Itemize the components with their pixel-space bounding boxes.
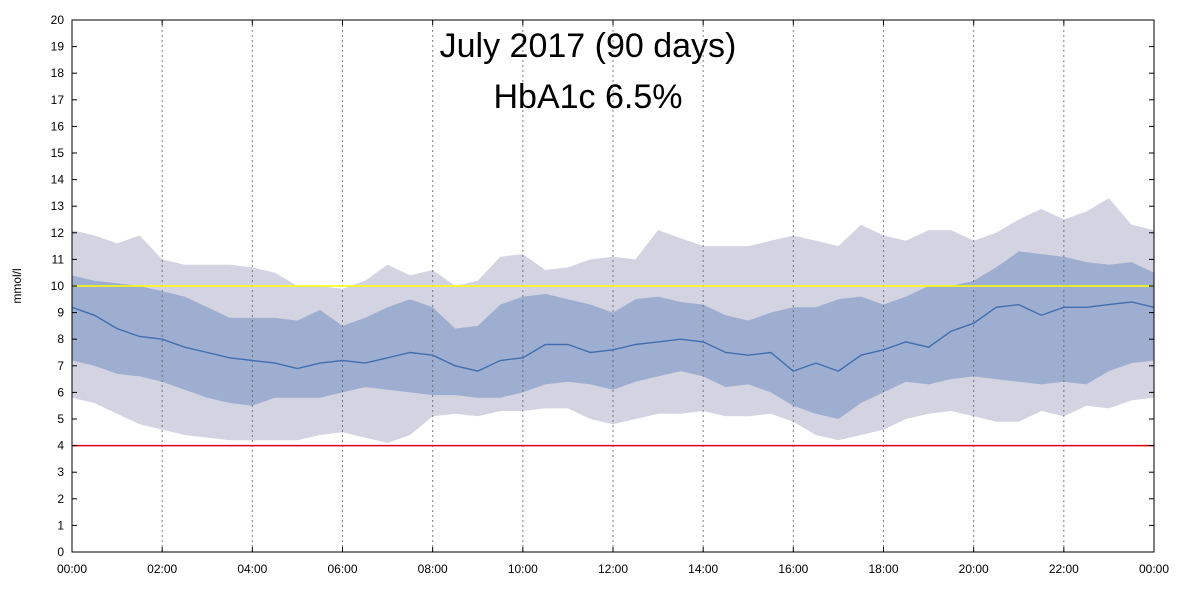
x-tick-label: 12:00 bbox=[598, 562, 628, 576]
y-tick-label: 5 bbox=[57, 412, 64, 426]
y-tick-label: 16 bbox=[51, 119, 65, 133]
y-tick-label: 20 bbox=[51, 13, 65, 27]
y-tick-label: 14 bbox=[51, 173, 65, 187]
x-tick-label: 06:00 bbox=[327, 562, 357, 576]
x-tick-label: 14:00 bbox=[688, 562, 718, 576]
y-tick-label: 6 bbox=[57, 385, 64, 399]
y-tick-label: 10 bbox=[51, 279, 65, 293]
y-tick-label: 18 bbox=[51, 66, 65, 80]
x-tick-label: 22:00 bbox=[1049, 562, 1079, 576]
x-tick-label: 00:00 bbox=[1139, 562, 1169, 576]
y-tick-label: 15 bbox=[51, 146, 65, 160]
x-tick-label: 08:00 bbox=[418, 562, 448, 576]
y-tick-label: 9 bbox=[57, 306, 64, 320]
x-tick-label: 20:00 bbox=[959, 562, 989, 576]
y-tick-label: 0 bbox=[57, 545, 64, 559]
y-tick-label: 7 bbox=[57, 359, 64, 373]
y-tick-label: 19 bbox=[51, 40, 65, 54]
y-tick-label: 17 bbox=[51, 93, 65, 107]
chart-title: July 2017 (90 days) bbox=[440, 27, 737, 65]
y-tick-label: 3 bbox=[57, 465, 64, 479]
x-tick-label: 00:00 bbox=[57, 562, 87, 576]
chart-subtitle: HbA1c 6.5% bbox=[494, 78, 683, 116]
y-tick-label: 12 bbox=[51, 226, 65, 240]
x-tick-label: 10:00 bbox=[508, 562, 538, 576]
x-tick-label: 04:00 bbox=[237, 562, 267, 576]
y-tick-label: 13 bbox=[51, 199, 65, 213]
x-tick-label: 18:00 bbox=[868, 562, 898, 576]
y-tick-label: 8 bbox=[57, 332, 64, 346]
y-tick-label: 4 bbox=[57, 439, 64, 453]
y-tick-label: 1 bbox=[57, 518, 64, 532]
y-tick-label: 11 bbox=[52, 252, 65, 266]
y-tick-label: 2 bbox=[57, 492, 64, 506]
x-tick-label: 02:00 bbox=[147, 562, 177, 576]
y-axis-label: mmol/l bbox=[10, 268, 24, 303]
median-line bbox=[71, 301, 1155, 372]
x-tick-label: 16:00 bbox=[778, 562, 808, 576]
